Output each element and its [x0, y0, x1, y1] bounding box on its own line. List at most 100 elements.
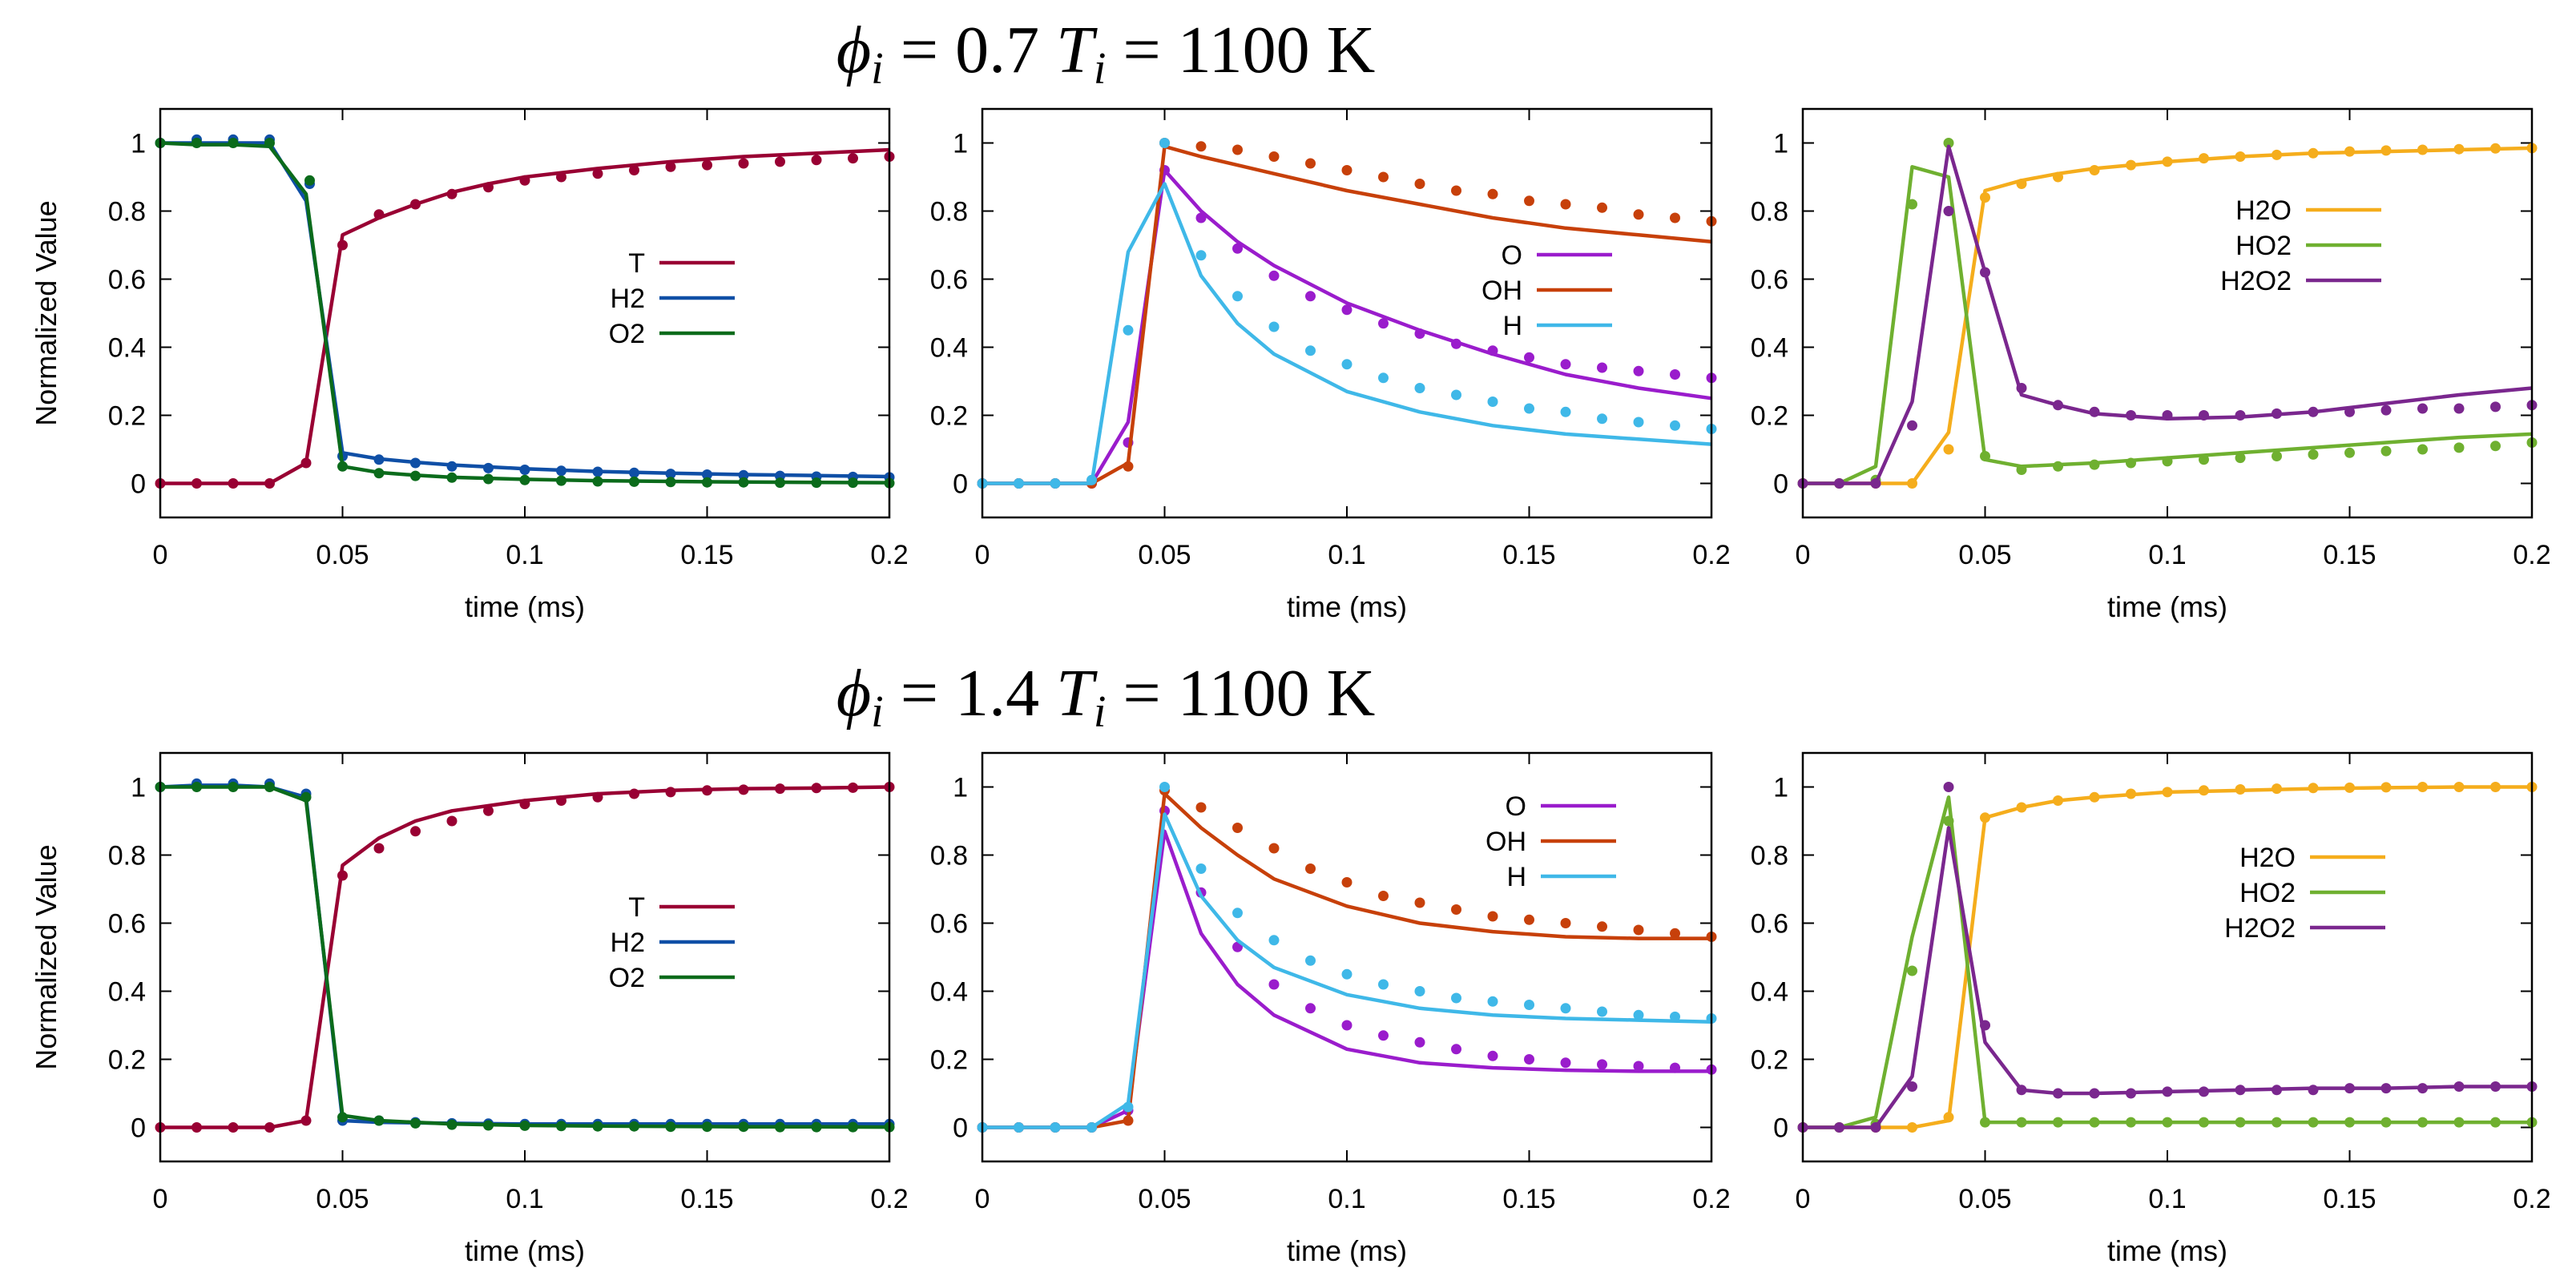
data-point-H [1195, 250, 1207, 261]
data-point-O2 [702, 1121, 712, 1133]
data-point-O [1378, 1030, 1389, 1041]
data-point-H2O [2089, 165, 2100, 175]
data-point-T [337, 239, 348, 251]
legend-label-H2O2: H2O2 [2220, 266, 2292, 296]
legend-label-H2O: H2O [2235, 195, 2292, 226]
data-point-O2 [373, 468, 385, 479]
data-point-T [519, 799, 530, 810]
data-point-OH [1305, 158, 1316, 169]
data-point-T [373, 843, 385, 854]
data-point-O2 [191, 782, 202, 792]
data-point-H2O [2199, 153, 2209, 164]
legend-label-OH: OH [1486, 827, 1526, 857]
data-point-H2O [2344, 146, 2355, 157]
y-tick-label: 0.8 [108, 841, 146, 871]
x-axis-label: time (ms) [465, 590, 585, 623]
data-point-H2O2 [2199, 410, 2209, 421]
data-point-HO2 [2417, 444, 2428, 455]
data-point-O2 [337, 461, 348, 472]
data-point-T [665, 787, 676, 798]
data-point-HO2 [2344, 447, 2355, 458]
data-point-H [1524, 1000, 1534, 1010]
data-point-T [738, 784, 749, 795]
data-point-T [191, 1122, 202, 1133]
data-point-O2 [592, 1121, 603, 1132]
x-tick-label: 0.05 [1138, 540, 1191, 570]
x-tick-label: 0.2 [870, 540, 908, 570]
series-O2 [155, 138, 895, 489]
data-point-O [1414, 1036, 1425, 1048]
x-tick-label: 0.15 [2323, 1184, 2376, 1214]
data-point-H [1050, 478, 1061, 489]
y-tick-label: 1 [1773, 129, 1788, 159]
y-tick-label: 0.8 [1751, 841, 1788, 871]
data-point-HO2 [1980, 1117, 1990, 1128]
data-point-O [1560, 359, 1571, 370]
data-point-H [1597, 413, 1607, 425]
data-point-T [775, 156, 785, 167]
data-point-O [1341, 1020, 1353, 1031]
data-point-O [1451, 338, 1461, 349]
data-point-HO2 [2453, 1117, 2465, 1128]
data-point-H2 [446, 461, 458, 472]
data-point-HO2 [2235, 453, 2246, 464]
data-point-H2O2 [2053, 1088, 2063, 1099]
data-point-O2 [446, 472, 458, 483]
x-tick-label: 0 [153, 1184, 168, 1214]
data-point-H2 [592, 466, 603, 477]
data-point-H2O [2016, 802, 2027, 813]
data-point-HO2 [1943, 815, 1954, 827]
legend: T H2 O2 [609, 892, 735, 993]
x-tick-label: 0.2 [1692, 540, 1730, 570]
data-point-HO2 [2308, 1117, 2319, 1128]
x-tick-label: 0 [1796, 1184, 1811, 1214]
data-point-H2O2 [2235, 1085, 2246, 1096]
y-tick-label: 0.2 [930, 401, 968, 432]
x-tick-label: 0.2 [870, 1184, 908, 1214]
data-point-HO2 [1907, 199, 1917, 210]
data-point-OH [1633, 924, 1644, 936]
data-point-H2O2 [2053, 400, 2063, 411]
legend-label-HO2: HO2 [2239, 878, 2296, 908]
x-tick-label: 0.1 [2148, 540, 2186, 570]
data-point-OH [1378, 171, 1389, 183]
series-HO2 [1797, 138, 2538, 489]
x-tick-label: 0.1 [506, 540, 543, 570]
data-point-T [738, 158, 749, 169]
series-H2O2 [1797, 144, 2538, 489]
x-tick-label: 0 [153, 540, 168, 570]
series-O2 [155, 782, 895, 1133]
data-point-H2O2 [2417, 1083, 2428, 1094]
data-point-HO2 [2380, 1117, 2392, 1128]
data-point-T [629, 788, 639, 799]
data-point-H2O2 [1834, 1122, 1844, 1133]
y-tick-label: 0.2 [1751, 401, 1788, 432]
data-point-T [410, 199, 421, 210]
series-HO2 [1797, 795, 2538, 1133]
y-axis-label: Normalized Value [30, 200, 62, 425]
data-point-H2O2 [2272, 1085, 2282, 1096]
data-point-O2 [665, 477, 676, 488]
data-point-T [483, 805, 494, 816]
y-tick-label: 1 [953, 129, 968, 159]
data-point-H2O2 [2308, 406, 2319, 417]
data-point-O [1341, 304, 1353, 316]
x-axis-label: time (ms) [465, 1234, 585, 1267]
x-tick-label: 0.15 [1502, 1184, 1555, 1214]
data-point-OH [1487, 188, 1498, 199]
data-point-H2O [2344, 782, 2355, 793]
data-point-H [1378, 372, 1389, 384]
data-point-HO2 [2162, 1117, 2173, 1128]
x-tick-label: 0.1 [1328, 1184, 1365, 1214]
data-point-OH [1670, 212, 1680, 223]
data-point-H2O [2053, 171, 2063, 183]
legend-label-H: H [1506, 862, 1526, 892]
data-point-HO2 [2490, 1117, 2501, 1128]
data-point-H2O [2417, 782, 2428, 792]
data-point-OH [1670, 928, 1680, 939]
data-point-H2O2 [2162, 410, 2173, 421]
series-line-H [982, 182, 1712, 485]
